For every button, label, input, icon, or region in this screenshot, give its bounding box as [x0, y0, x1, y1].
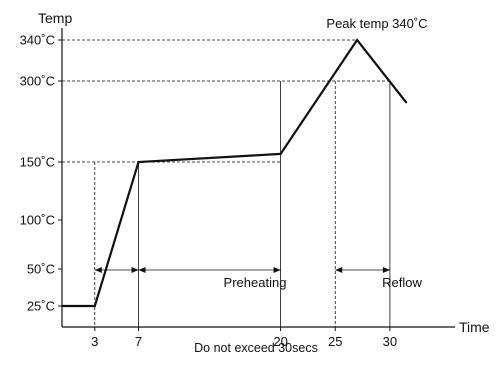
profile-point: [279, 153, 282, 155]
series-layer: [61, 38, 408, 308]
reflow-label: Reflow: [382, 275, 422, 290]
y-tick-label: 340˚C: [20, 33, 55, 48]
arrow-preheating-head-right: [273, 267, 281, 273]
profile-point: [137, 161, 140, 163]
arrow-reflow-head-right: [382, 267, 390, 273]
y-tick-label: 50˚C: [27, 262, 55, 277]
profile-point: [93, 305, 96, 307]
x-axis-title: Time: [459, 319, 490, 335]
x-tick-label: 3: [91, 334, 98, 349]
preheating-label: Preheating: [224, 275, 287, 290]
reference-lines: [62, 39, 392, 327]
x-tick-label: 7: [135, 334, 142, 349]
y-tick-label: 150˚C: [20, 155, 55, 170]
profile-point: [61, 305, 63, 307]
temperature-profile-line: [62, 38, 408, 308]
x-tick-label: 20: [273, 334, 287, 349]
tick-labels: 25˚C 50˚C 100˚C 150˚C 300˚C 340˚C 3 7 20 25 30: [20, 33, 398, 350]
profile-point: [405, 101, 408, 104]
x-tick-label: 30: [383, 334, 397, 349]
profile-point: [356, 39, 358, 41]
y-tick-label: 25˚C: [27, 299, 55, 314]
arrow-preheating-head-left: [138, 267, 146, 273]
y-tick-label: 100˚C: [20, 213, 55, 228]
y-axis-title: Temp: [38, 10, 72, 26]
arrow-ramp-head-left: [94, 267, 102, 273]
arrow-reflow-head-left: [335, 267, 343, 273]
dimension-arrows: [94, 267, 390, 273]
y-tick-label: 300˚C: [20, 74, 55, 89]
peak-annotation: Peak temp 340˚C: [326, 16, 427, 31]
x-tick-label: 25: [328, 334, 342, 349]
duration-note: Do not exceed 30secs: [194, 341, 318, 355]
arrow-ramp-head-right: [131, 267, 139, 273]
